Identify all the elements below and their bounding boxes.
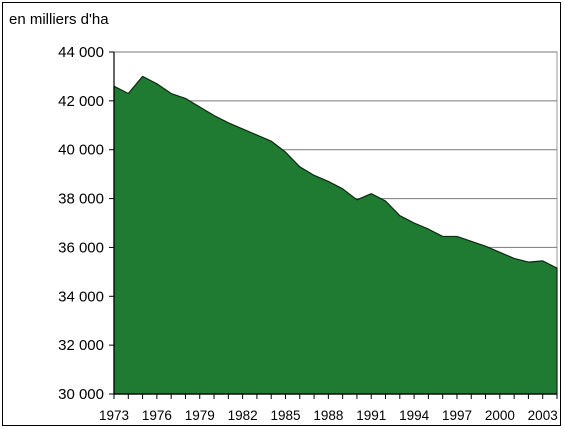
- x-tick-label-6: 1991: [356, 408, 386, 423]
- area-series: [113, 75, 558, 395]
- x-tick-label-10: 2003: [528, 408, 558, 423]
- x-tick-label-1: 1976: [142, 408, 172, 423]
- y-tick-label-5: 40 000: [58, 142, 104, 159]
- x-tick-label-3: 1982: [228, 408, 258, 423]
- y-tick-label-6: 42 000: [58, 93, 104, 110]
- area-chart: 30 000 32 000 34 000 36 000 38 000 40 000 42 0…: [9, 11, 558, 423]
- x-tick-label-0: 1973: [99, 408, 129, 423]
- chart-frame: 30 000 32 000 34 000 36 000 38 000 40 000 42 0…: [2, 2, 561, 426]
- x-tick-label-7: 1994: [399, 408, 430, 423]
- y-tick-label-2: 34 000: [58, 288, 104, 305]
- x-tick-label-5: 1988: [313, 408, 343, 423]
- x-tick-label-2: 1979: [185, 408, 215, 423]
- x-tick-label-4: 1985: [270, 408, 300, 423]
- x-tick-label-8: 1997: [442, 408, 472, 423]
- y-tick-label-3: 36 000: [58, 239, 104, 256]
- y-tick-label-4: 38 000: [58, 191, 104, 208]
- y-axis-unit-label: en milliers d'ha: [9, 11, 109, 28]
- y-tick-label-1: 32 000: [58, 337, 104, 354]
- y-tick-label-0: 30 000: [58, 386, 104, 403]
- y-tick-label-7: 44 000: [58, 44, 104, 61]
- x-tick-label-9: 2000: [485, 408, 515, 423]
